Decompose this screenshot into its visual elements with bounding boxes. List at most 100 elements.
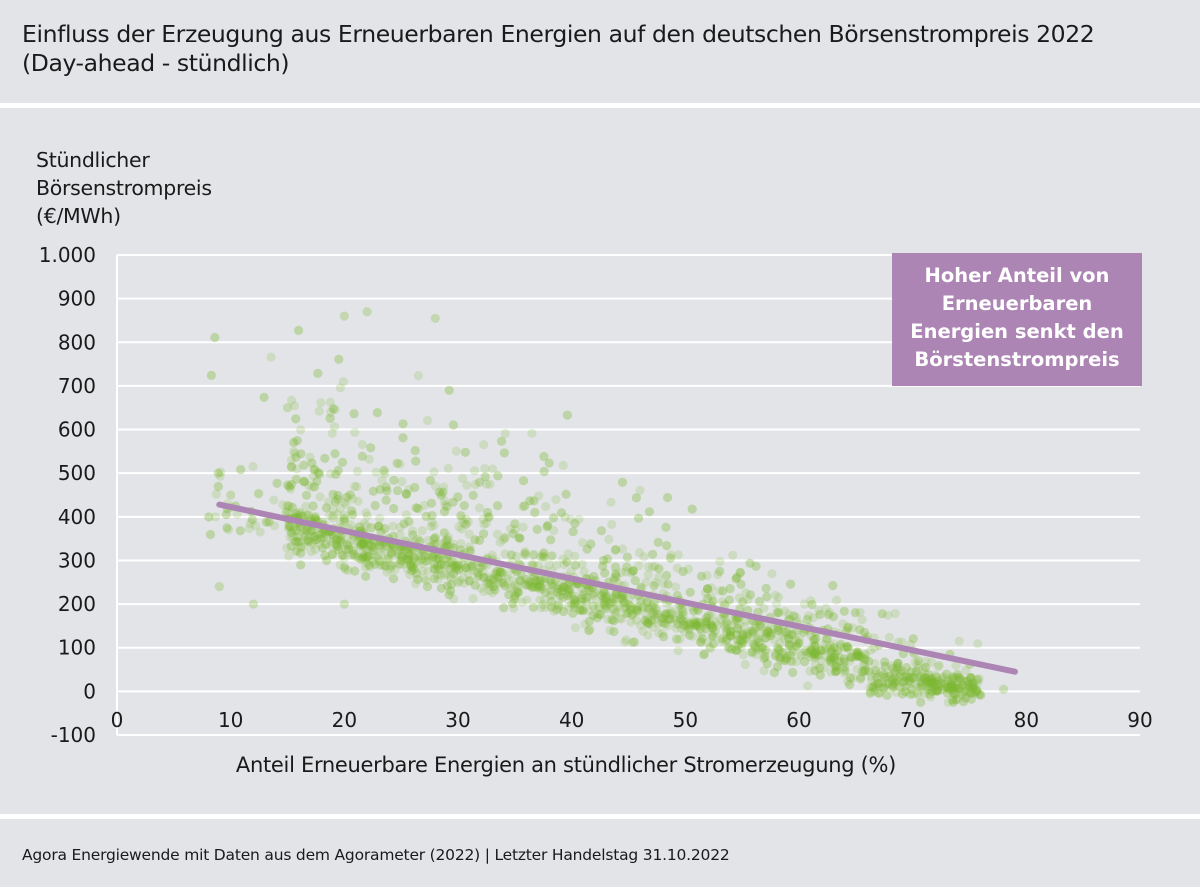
data-point	[789, 611, 799, 621]
data-point	[855, 625, 865, 635]
data-point	[442, 581, 452, 591]
data-point	[312, 476, 322, 486]
data-point	[927, 679, 937, 689]
data-point	[661, 609, 671, 619]
data-point	[331, 469, 341, 479]
data-point	[968, 678, 978, 688]
data-point	[397, 477, 407, 487]
data-point	[701, 623, 711, 634]
data-point	[353, 537, 363, 547]
data-point	[690, 617, 700, 627]
data-point	[618, 544, 628, 554]
data-point	[500, 428, 510, 439]
data-point	[921, 678, 931, 688]
data-point	[859, 666, 869, 677]
data-point	[610, 545, 621, 555]
data-point	[319, 532, 329, 542]
data-point	[339, 513, 350, 524]
data-point	[728, 615, 738, 626]
data-point	[866, 672, 877, 682]
data-point	[703, 584, 713, 594]
data-point	[642, 618, 653, 628]
data-point	[298, 525, 308, 535]
data-point	[751, 619, 761, 629]
data-point	[626, 605, 636, 615]
data-point	[284, 520, 294, 530]
data-point	[495, 567, 505, 577]
data-point	[349, 409, 359, 419]
data-point	[600, 593, 610, 603]
x-tick-label: 20	[332, 708, 357, 732]
data-point	[609, 576, 619, 586]
data-point	[470, 535, 480, 545]
data-point	[524, 580, 534, 590]
data-point	[696, 571, 707, 581]
data-point	[815, 670, 825, 680]
data-point	[409, 553, 419, 563]
data-point	[852, 647, 862, 657]
data-point	[439, 560, 450, 570]
data-point	[725, 631, 735, 641]
data-point	[770, 590, 781, 600]
data-point	[521, 574, 531, 584]
data-point	[352, 466, 363, 476]
data-point	[624, 600, 634, 610]
data-point	[430, 565, 440, 575]
data-point	[520, 548, 530, 559]
data-point	[593, 586, 603, 596]
data-point	[764, 627, 775, 638]
data-point	[534, 579, 544, 589]
data-point	[857, 615, 867, 625]
data-point	[772, 608, 782, 618]
data-point	[754, 596, 765, 607]
data-point	[696, 637, 706, 647]
data-point	[834, 656, 845, 666]
data-point	[781, 654, 792, 664]
data-point	[631, 493, 642, 503]
data-point	[357, 439, 367, 450]
data-point	[575, 605, 585, 615]
data-point	[843, 623, 853, 634]
data-point	[510, 525, 520, 535]
data-point	[784, 633, 794, 644]
data-point	[360, 562, 370, 572]
data-point	[510, 590, 520, 600]
data-point	[345, 490, 355, 500]
data-point	[643, 570, 653, 580]
data-point	[508, 529, 518, 539]
data-point	[732, 630, 742, 640]
data-point	[762, 659, 772, 669]
data-point	[839, 606, 849, 616]
data-point	[620, 637, 630, 647]
data-point	[792, 642, 803, 652]
y-tick-label: 800	[58, 330, 96, 354]
data-point	[528, 602, 539, 612]
data-point	[731, 574, 741, 584]
data-point	[307, 458, 317, 468]
data-point	[675, 614, 685, 624]
data-point	[800, 646, 810, 656]
data-point	[335, 383, 345, 393]
data-point	[691, 620, 701, 630]
data-point	[926, 678, 936, 688]
data-point	[284, 551, 294, 561]
data-point	[754, 596, 765, 607]
data-point	[489, 574, 499, 584]
data-point	[600, 593, 610, 603]
data-point	[417, 554, 427, 564]
data-point	[493, 501, 503, 511]
data-point	[947, 682, 957, 692]
data-point	[244, 523, 254, 534]
data-point	[474, 535, 485, 545]
data-point	[348, 549, 359, 559]
data-point	[775, 653, 785, 663]
y-tick-label: 500	[58, 461, 96, 485]
data-point	[630, 576, 640, 586]
data-point	[354, 522, 364, 532]
data-point	[334, 354, 344, 364]
data-point	[944, 682, 954, 692]
data-point	[429, 559, 440, 569]
data-point	[855, 674, 866, 684]
data-point	[802, 614, 812, 625]
data-point	[286, 528, 297, 538]
